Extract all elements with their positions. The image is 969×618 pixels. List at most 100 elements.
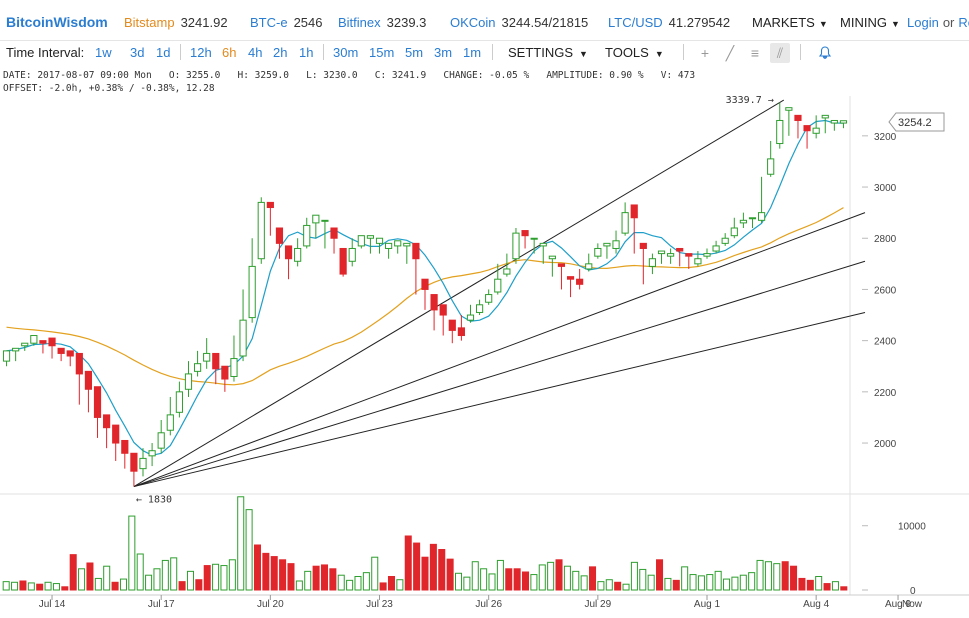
candle-body-up	[739, 219, 747, 224]
candle	[30, 335, 38, 346]
candle-body-down	[639, 242, 647, 249]
candle-body-up	[512, 232, 520, 260]
candle	[148, 443, 156, 467]
ticker-btce[interactable]: BTC-e 2546	[250, 15, 323, 30]
candle-body-up	[184, 373, 193, 390]
volume-bar-up	[756, 559, 764, 591]
candle-body-down	[448, 319, 456, 331]
interval-6h[interactable]: 6h	[222, 45, 237, 60]
interval-30m[interactable]: 30m	[333, 45, 359, 60]
ticker-okcoin[interactable]: OKCoin 3244.54/21815	[450, 15, 589, 30]
volume-bar-down	[279, 559, 287, 591]
time-tick-label: Aug 4	[803, 599, 830, 610]
candle-body-down	[84, 370, 93, 390]
time-interval-label: Time Interval:	[6, 45, 85, 60]
mining-menu[interactable]: MINING ▼	[840, 15, 900, 30]
candle	[84, 370, 93, 413]
candle-body-down	[339, 247, 347, 275]
volume-bar-up	[52, 583, 60, 591]
interval-12h[interactable]: 12h	[190, 45, 212, 60]
candle-body-up	[294, 247, 302, 262]
candle-body-down	[275, 227, 284, 244]
candle-body-down	[103, 414, 111, 429]
candle-body-up	[148, 450, 156, 457]
candle	[375, 237, 384, 254]
candle-body-up	[30, 335, 38, 344]
interval-2h[interactable]: 2h	[273, 45, 288, 60]
interval-4h[interactable]: 4h	[248, 45, 263, 60]
volume-bar-up	[362, 572, 370, 591]
settings-menu[interactable]: SETTINGS ▼	[508, 45, 588, 60]
volume-bar-up	[496, 559, 504, 591]
interval-5m[interactable]: 5m	[405, 45, 424, 60]
volume-bar-down	[781, 561, 789, 591]
tools-menu[interactable]: TOOLS ▼	[605, 45, 664, 60]
fan-lines-icon[interactable]: ⫽	[770, 43, 790, 63]
candle	[403, 242, 411, 264]
candle	[630, 204, 638, 254]
candle-body-down	[284, 245, 293, 260]
candle	[157, 420, 165, 454]
volume-bar-up	[103, 565, 111, 591]
candle-body-up	[703, 253, 711, 257]
candle	[93, 386, 102, 438]
time-tick-label: Aug 9	[885, 599, 912, 610]
volume-bar-down	[86, 562, 94, 591]
register-link[interactable]: Re	[958, 15, 969, 30]
interval-1h[interactable]: 1h	[299, 45, 314, 60]
volume-bar-up	[530, 574, 538, 591]
volume-bar-up	[547, 561, 555, 591]
candle-body-up	[303, 224, 311, 247]
chart-toolbar: Time Interval: 1w 3d 1d 12h 6h 4h 2h 1h …	[0, 41, 969, 65]
volume-bar-down	[806, 579, 814, 591]
volume-bar-up	[622, 583, 630, 591]
candle-body-down	[75, 352, 83, 375]
interval-3d[interactable]: 3d	[130, 45, 145, 60]
volume-bar-down	[589, 566, 597, 591]
brand-logo[interactable]: BitcoinWisdom	[6, 14, 108, 30]
volume-bar-up	[128, 515, 136, 591]
candle	[839, 120, 848, 129]
candle-body-down	[676, 247, 684, 252]
volume-bar-up	[538, 564, 546, 591]
volume-bar-up	[723, 578, 731, 591]
ticker-bitstamp[interactable]: Bitstamp 3241.92	[124, 15, 228, 30]
volume-bar-up	[136, 553, 144, 591]
candle	[385, 242, 393, 259]
candle-body-down	[685, 253, 693, 257]
volume-bar-down	[790, 565, 798, 591]
volume-bar-up	[630, 561, 638, 591]
volume-bar-down	[253, 544, 261, 591]
interval-1d[interactable]: 1d	[156, 45, 171, 60]
candle	[757, 176, 766, 223]
volume-bar-up	[220, 565, 228, 591]
candle-body-up	[594, 247, 602, 257]
candle	[257, 197, 265, 264]
line-icon[interactable]: ╱	[725, 45, 735, 61]
volume-bar-up	[396, 579, 404, 591]
volume-bar-up	[697, 575, 705, 591]
interval-3m[interactable]: 3m	[434, 45, 453, 60]
candle-body-up	[403, 242, 411, 247]
volume-bar-up	[681, 566, 689, 591]
ticker-bitfinex[interactable]: Bitfinex 3239.3	[338, 15, 427, 30]
candle-body-up	[193, 363, 202, 372]
volume-bar-down	[413, 542, 421, 591]
crosshair-icon[interactable]: +	[700, 45, 710, 61]
markets-menu[interactable]: MARKETS ▼	[752, 15, 828, 30]
candle	[475, 299, 484, 316]
volume-bar-up	[354, 576, 362, 591]
ticker-ltcusd[interactable]: LTC/USD 41.279542	[608, 15, 731, 30]
interval-1w[interactable]: 1w	[95, 45, 112, 60]
login-link[interactable]: Login	[907, 15, 939, 30]
volume-bar-up	[748, 572, 756, 591]
alert-bell-icon[interactable]	[815, 43, 835, 63]
volume-bar-up	[170, 557, 178, 591]
interval-1m[interactable]: 1m	[463, 45, 482, 60]
time-tick-label: Jul 29	[584, 599, 611, 610]
horizontal-lines-icon[interactable]: ≡	[750, 45, 760, 61]
volume-tick-label: 0	[910, 586, 916, 597]
interval-15m[interactable]: 15m	[369, 45, 395, 60]
candle	[676, 247, 684, 267]
